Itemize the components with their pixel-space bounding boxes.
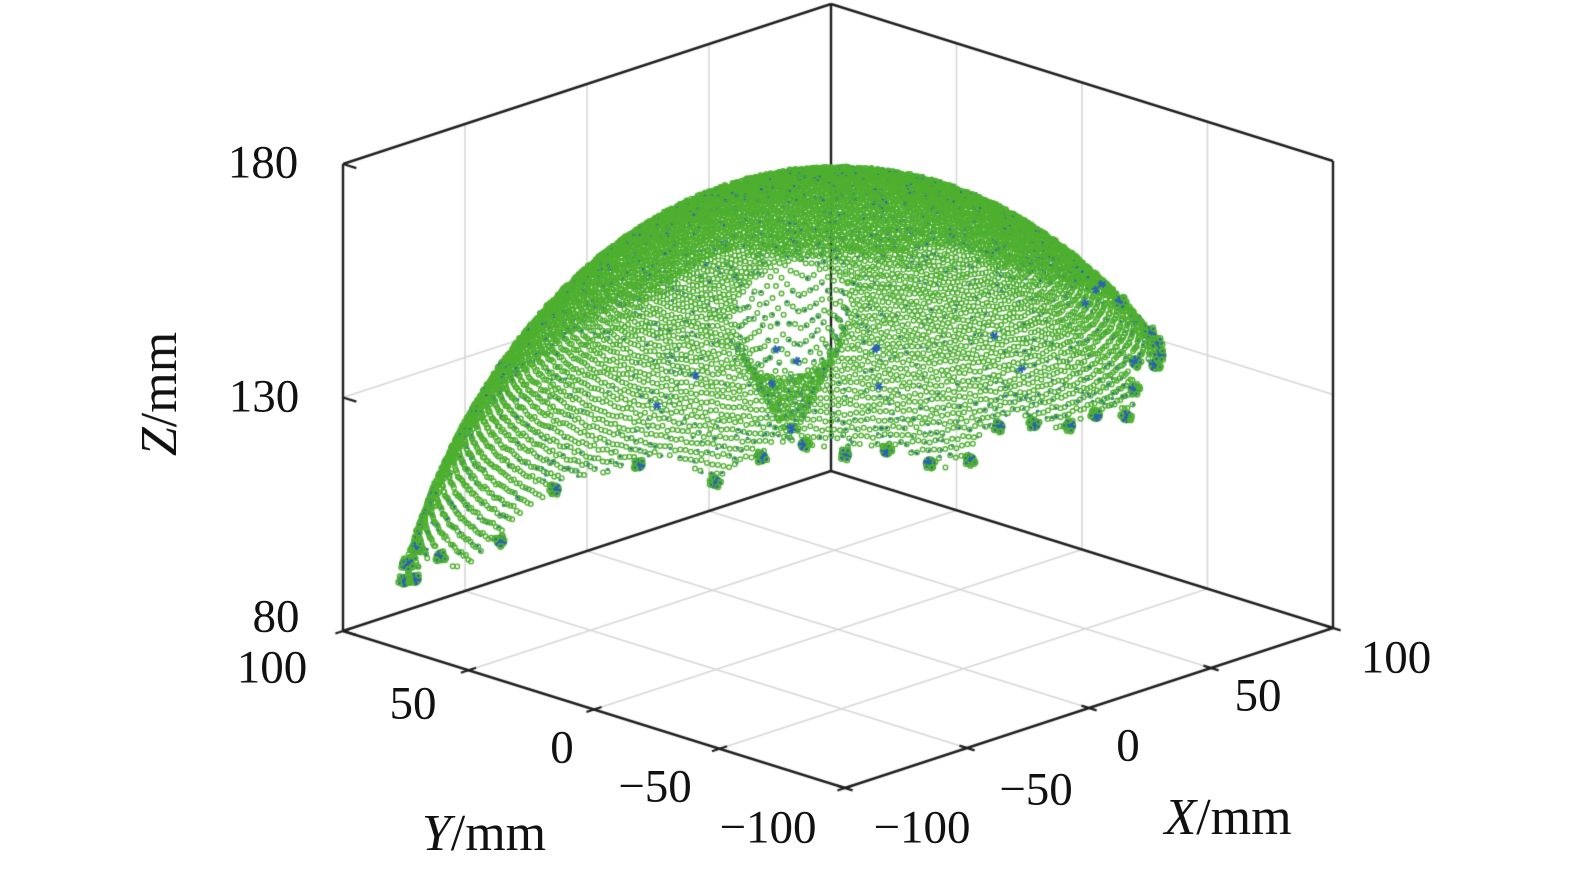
z-tick-label-80: 80	[252, 590, 300, 643]
z-axis-title-unit: /mm	[131, 331, 188, 428]
x-tick-label-minus100: −100	[873, 801, 971, 854]
y-axis-title-unit: /mm	[450, 805, 547, 862]
y-axis-title-var: Y	[421, 805, 451, 862]
z-axis-title-var: Z	[131, 427, 188, 457]
y-tick-label-50: 50	[389, 677, 437, 730]
z-axis-title: Z/mm	[131, 331, 188, 457]
x-axis-title-unit: /mm	[1196, 789, 1292, 846]
y-tick-label-minus50: −50	[618, 760, 692, 813]
x-axis-title: X/mm	[1164, 792, 1291, 844]
x-tick-label-minus50: −50	[999, 763, 1073, 816]
x-tick-label-50: 50	[1234, 669, 1282, 722]
y-axis-title: Y/mm	[422, 808, 546, 860]
y-tick-label-100: 100	[236, 641, 308, 694]
z-tick-label-180: 180	[227, 136, 299, 189]
x-tick-label-100: 100	[1360, 631, 1432, 684]
y-tick-label-0: 0	[550, 721, 574, 774]
x-tick-label-0: 0	[1116, 719, 1140, 772]
x-axis-title-var: X	[1164, 789, 1197, 846]
z-tick-label-130: 130	[228, 370, 300, 423]
y-tick-label-minus100: −100	[719, 801, 817, 854]
